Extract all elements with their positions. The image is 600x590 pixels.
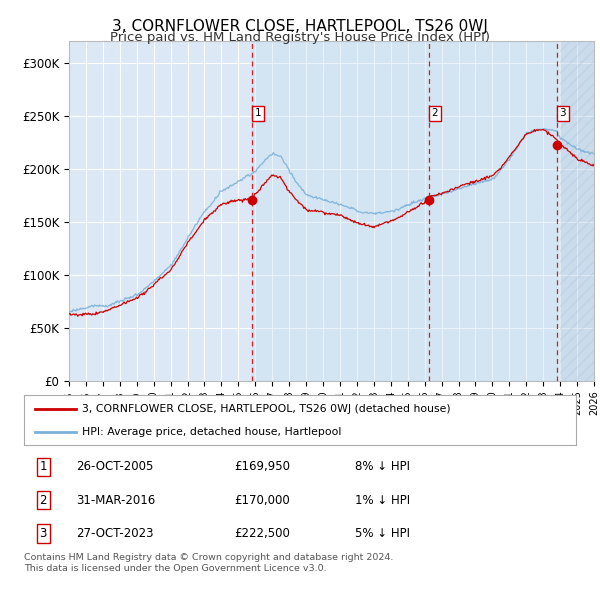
Bar (252, 41, 557, 381)
Text: Price paid vs. HM Land Registry's House Price Index (HPI): Price paid vs. HM Land Registry's House … (110, 31, 490, 44)
Text: 2: 2 (40, 493, 47, 507)
Text: 3: 3 (560, 109, 566, 119)
Text: 1: 1 (40, 460, 47, 474)
Text: 8% ↓ HPI: 8% ↓ HPI (355, 460, 410, 474)
Text: 5% ↓ HPI: 5% ↓ HPI (355, 526, 410, 540)
Text: 1% ↓ HPI: 1% ↓ HPI (355, 493, 410, 507)
Text: 3, CORNFLOWER CLOSE, HARTLEPOOL, TS26 0WJ (detached house): 3, CORNFLOWER CLOSE, HARTLEPOOL, TS26 0W… (82, 404, 451, 414)
Text: £222,500: £222,500 (234, 526, 290, 540)
Text: Contains HM Land Registry data © Crown copyright and database right 2024.
This d: Contains HM Land Registry data © Crown c… (24, 553, 394, 573)
Text: 3, CORNFLOWER CLOSE, HARTLEPOOL, TS26 0WJ: 3, CORNFLOWER CLOSE, HARTLEPOOL, TS26 0W… (112, 19, 488, 34)
Text: 1: 1 (255, 109, 262, 119)
Text: 3: 3 (40, 526, 47, 540)
Text: 31-MAR-2016: 31-MAR-2016 (76, 493, 155, 507)
Text: 27-OCT-2023: 27-OCT-2023 (76, 526, 154, 540)
Text: 26-OCT-2005: 26-OCT-2005 (76, 460, 154, 474)
Text: 2: 2 (431, 109, 438, 119)
Text: £169,950: £169,950 (234, 460, 290, 474)
Text: £170,000: £170,000 (234, 493, 290, 507)
Text: HPI: Average price, detached house, Hartlepool: HPI: Average price, detached house, Hart… (82, 427, 341, 437)
Bar (560, 41, 594, 381)
